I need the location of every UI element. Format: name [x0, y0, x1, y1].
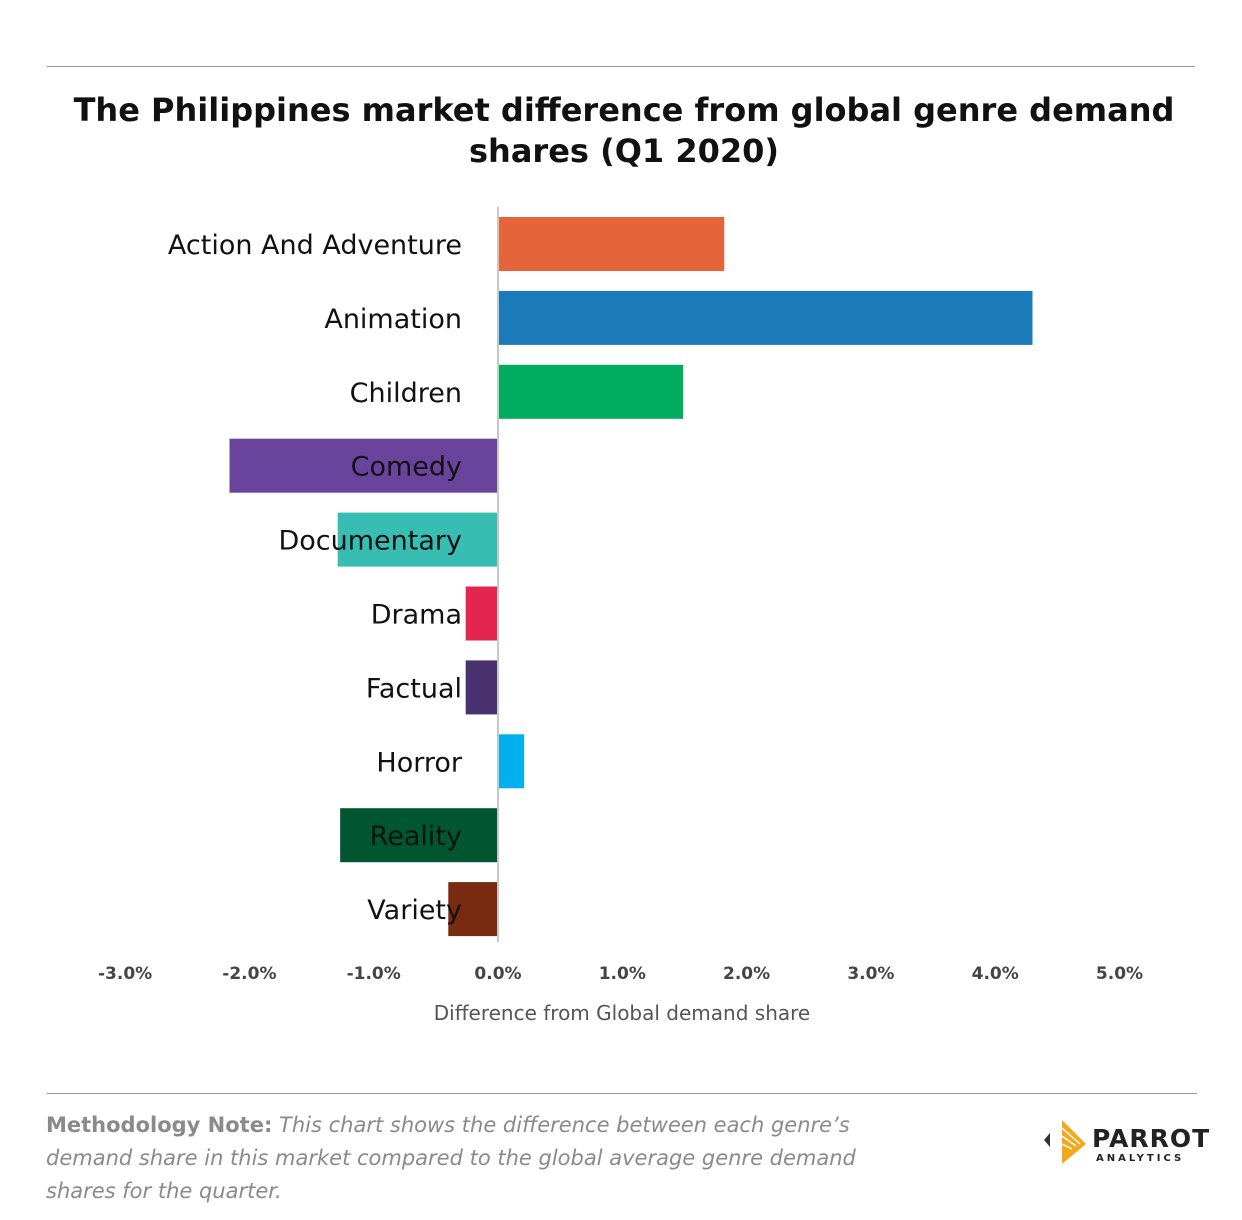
category-label-drama: Drama: [371, 600, 462, 631]
x-tick-labels: -3.0% -2.0% -1.0% 0.0% 1.0% 2.0% 3.0% 4.0% 5.0%: [98, 964, 1143, 984]
parrot-logo-icon: [1044, 1120, 1086, 1164]
category-label-reality: Reality: [370, 821, 462, 852]
x-tick-label: 2.0%: [723, 964, 770, 984]
category-label-animation: Animation: [324, 304, 462, 335]
x-tick-label: 3.0%: [847, 964, 894, 984]
category-label-horror: Horror: [376, 747, 462, 778]
x-tick-label: 4.0%: [972, 964, 1019, 984]
methodology-note-text: This chart shows the difference between …: [46, 1113, 856, 1203]
bars-group: [229, 217, 1033, 937]
bar-animation: [498, 290, 1033, 345]
category-label-factual: Factual: [366, 673, 462, 704]
bar-variety: [448, 882, 498, 937]
methodology-note-label: Methodology Note:: [46, 1113, 273, 1137]
category-label-comedy: Comedy: [351, 452, 462, 483]
bar-children: [498, 364, 684, 419]
chart-title: The Philippines market difference from g…: [73, 91, 1175, 170]
bar-documentary: [337, 512, 498, 567]
x-axis-label: Difference from Global demand share: [434, 1001, 810, 1025]
methodology-note: Methodology Note: This chart shows the d…: [46, 1109, 926, 1208]
logo-wordmark: PARROT: [1092, 1124, 1211, 1153]
bar-chart: Action And Adventure Animation Children Com…: [98, 207, 1143, 1025]
x-tick-label: 1.0%: [599, 964, 646, 984]
bar-action-and-adventure: [498, 217, 725, 271]
bar-factual: [465, 660, 498, 715]
bar-reality: [340, 808, 498, 863]
x-tick-label: -2.0%: [222, 964, 276, 984]
category-label-action-and-adventure: Action And Adventure: [168, 230, 462, 261]
parrot-analytics-logo: PARROT ANALYTICS: [1040, 1118, 1209, 1170]
x-tick-label: -1.0%: [347, 964, 401, 984]
bar-drama: [465, 586, 498, 641]
category-label-children: Children: [350, 378, 462, 409]
x-tick-label: -3.0%: [98, 964, 152, 984]
category-label-documentary: Documentary: [278, 526, 462, 557]
bottom-divider: [47, 1093, 1197, 1094]
category-label-variety: Variety: [367, 895, 462, 926]
x-tick-label: 0.0%: [474, 964, 521, 984]
logo-subtext: ANALYTICS: [1096, 1153, 1185, 1164]
top-divider: [47, 66, 1195, 67]
bar-comedy: [229, 438, 498, 493]
x-tick-label: 5.0%: [1096, 964, 1143, 984]
bar-horror: [498, 734, 525, 789]
category-labels: Action And Adventure Animation Children Com…: [168, 230, 463, 926]
